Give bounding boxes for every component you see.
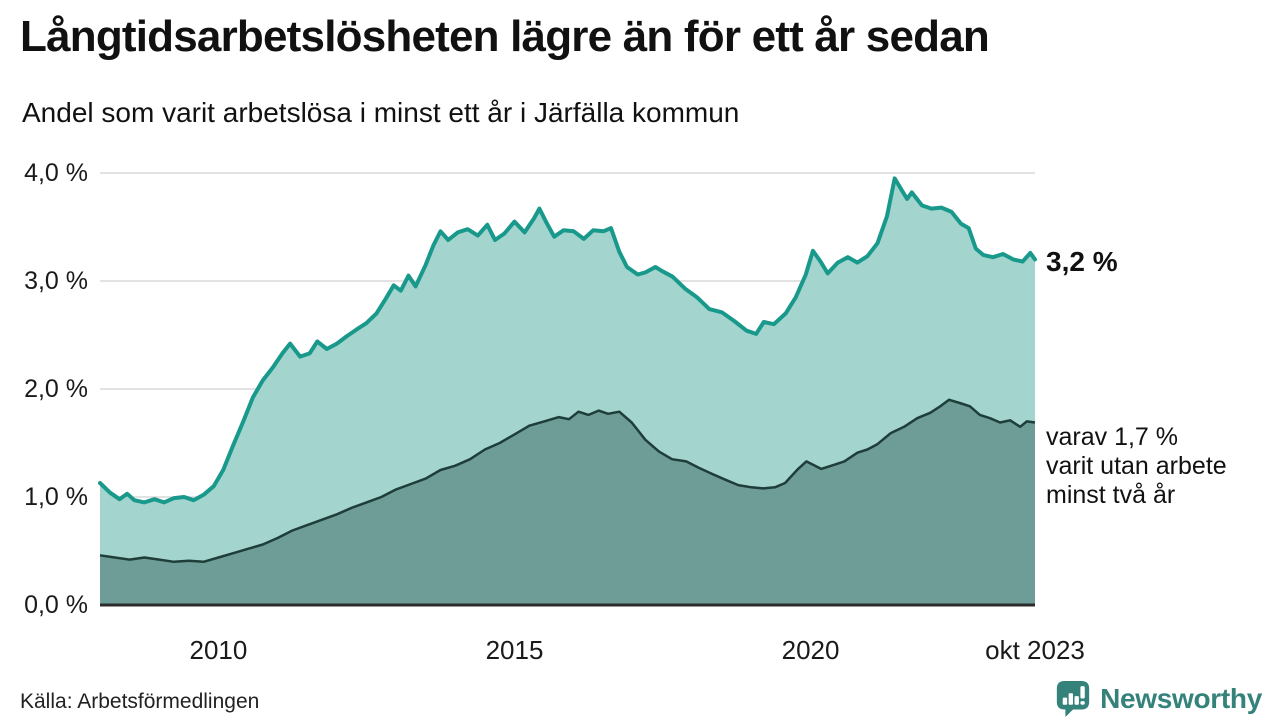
x-tick-label: okt 2023 — [985, 635, 1085, 665]
series-area-two-years — [100, 399, 1035, 605]
y-tick-label: 0,0 % — [24, 591, 88, 619]
page-title: Långtidsarbetslösheten lägre än för ett … — [20, 12, 990, 61]
y-tick-label: 1,0 % — [24, 483, 88, 511]
inner-annotation-line-3: minst två år — [1046, 481, 1176, 510]
inner-annotation-line-1: varav 1,7 % — [1046, 423, 1179, 452]
inner-annotation-line-2: varit utan arbete — [1046, 452, 1227, 481]
y-tick-label: 3,0 % — [24, 267, 88, 295]
y-tick-label: 2,0 % — [24, 375, 88, 403]
chart-subtitle: Andel som varit arbetslösa i minst ett å… — [22, 97, 740, 128]
newsworthy-logo-icon — [1056, 680, 1090, 718]
inner-series-annotation: varav 1,7 % varit utan arbete minst två … — [1046, 423, 1227, 510]
series-line-two-years — [99, 398, 1036, 564]
source-credit: Källa: Arbetsförmedlingen — [20, 690, 260, 713]
latest-value-label: 3,2 % — [1046, 246, 1118, 278]
newsworthy-wordmark: Newsworthy — [1100, 683, 1262, 714]
x-tick-label: 2015 — [485, 635, 544, 665]
y-tick-label: 4,0 % — [24, 159, 88, 187]
newsworthy-logo: Newsworthy — [1054, 679, 1262, 719]
x-tick-label: 2010 — [189, 635, 248, 665]
x-tick-label: 2020 — [781, 635, 840, 665]
series-line-total — [98, 176, 1037, 505]
